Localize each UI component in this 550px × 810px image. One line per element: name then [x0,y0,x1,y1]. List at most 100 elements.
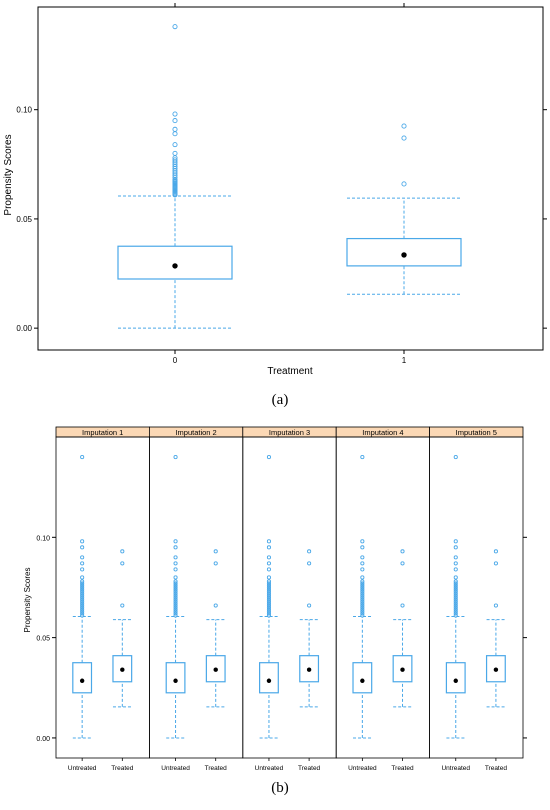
box-untreated-panel-1-outlier-point [80,591,85,596]
box-untreated-panel-4-outlier-point [360,555,365,560]
box-untreated-panel-4-outlier-point [360,455,365,460]
x-tick-label-b: Untreated [348,765,377,772]
box-treated-panel-5-outlier-point [493,603,498,608]
box-untreated-panel-5-median-dot [453,678,458,683]
box-untreated-panel-1-outlier-point [80,561,85,566]
box-untreated-panel-2-outlier-point [173,579,178,584]
box-untreated-panel-2-outlier-point [173,581,178,586]
y-tick-label-b: 0.05 [36,636,50,643]
box-untreated-panel-5-outlier-point [453,609,458,614]
box-untreated-panel-1-outlier-point [80,603,85,608]
box-untreated-panel-1-outlier-point [80,593,85,598]
box-untreated-panel-5-outlier-point [453,599,458,604]
x-axis-label-a: Treatment [267,366,312,377]
box-untreated-panel-1-outlier-point [80,595,85,600]
box-untreated-panel-1-outlier-point [80,583,85,588]
box-treated-panel-4-median-dot [400,667,405,672]
box-untreated-panel-5-outlier-point [453,593,458,598]
box-untreated-panel-3-outlier-point [266,567,272,572]
box-untreated-panel-5-outlier-point [453,601,458,606]
box-untreated-panel-5-outlier-point [453,539,458,544]
box-untreated-panel-4-outlier-point [360,581,365,586]
box-untreated-panel-3-outlier-point [266,609,272,614]
box-untreated-panel-1-outlier-point [80,567,85,572]
box-untreated-panel-1-outlier-point [80,609,85,614]
box-untreated-panel-2-outlier-point [173,589,178,594]
box-untreated-panel-4-outlier-point [360,567,365,572]
panel-title-5: Imputation 5 [456,428,497,437]
box-untreated-panel-1-outlier-point [80,539,85,544]
box-untreated-panel-5-outlier-point [453,567,458,572]
box-treated-panel-2-outlier-point [213,549,218,554]
box-untreated-panel-2-outlier-point [173,613,178,618]
x-tick-label-b: Untreated [255,765,284,772]
box-untreated-panel-4-outlier-point [360,603,365,608]
box-untreated-panel-2-outlier-point [173,593,178,598]
box-untreated-panel-1-outlier-point [80,455,85,460]
panel-title-4: Imputation 4 [362,428,403,437]
box-untreated-panel-1-outlier-point [80,545,85,550]
box-untreated-panel-4-outlier-point [360,595,365,600]
box-untreated-panel-5-outlier-point [453,579,458,584]
panel-title-1: Imputation 1 [82,428,123,437]
y-tick-label-b: 0.10 [36,535,50,542]
box-treated-panel-4-outlier-point [400,561,405,566]
box-untreated-panel-4-outlier-point [360,611,365,616]
panel-title-2: Imputation 2 [175,428,216,437]
chart-a: 0.00 0.05 0.10 0 1 Propensity Scores Treatme… [3,3,547,377]
box-untreated-panel-4-outlier-point [360,585,365,590]
box-untreated-panel-4-outlier-point [360,607,365,612]
box-untreated-panel-4-outlier-point [360,609,365,614]
box-untreated-panel-5-outlier-point [453,597,458,602]
box-untreated-panel-4-outlier-point [360,597,365,602]
panel-frame-5 [429,436,524,759]
box-untreated-panel-4-outlier-point [360,583,365,588]
box-untreated-panel-4-outlier-point [360,599,365,604]
caption-b: (b) [271,780,289,796]
box-untreated-panel-2-outlier-point [173,561,178,566]
box-untreated-panel-1-outlier-point [80,585,85,590]
box-untreated-panel-4-outlier-point [360,605,365,610]
panel-imputation-2: Imputation 2 Untreated Treated [148,426,244,772]
axis-ticks-a: 0.00 0.05 0.10 0 1 [16,3,547,365]
box-untreated-panel-5-outlier-point [453,561,458,566]
box-untreated-panel-5-outlier-point [453,613,458,618]
box-untreated-panel-4-outlier-point [360,575,365,580]
box-untreated-panel-3-outlier-point [266,597,272,602]
box-treated-panel-3-outlier-point [307,561,312,566]
box-untreated-panel-4-outlier-point [360,579,365,584]
panel-imputation-1: Imputation 1 Untreated Treated [55,426,150,772]
y-tick-label-a: 0.00 [16,324,32,333]
box-untreated-panel-3-outlier-point [266,591,272,596]
box-1-a-outlier-point [401,123,407,129]
box-untreated-panel-3-outlier-point [266,599,272,604]
box-0-a-outlier-point [172,142,178,148]
box-untreated-panel-2-outlier-point [173,587,178,592]
box-treated-panel-1-outlier-point [120,603,125,608]
box-untreated-panel-5-outlier-point [453,591,458,596]
box-treated-panel-2-outlier-point [213,603,218,608]
box-untreated-panel-3-outlier-point [266,561,272,566]
box-untreated-panel-5-outlier-point [453,607,458,612]
panel-frame-2 [148,436,244,759]
box-untreated-panel-1-outlier-point [80,611,85,616]
box-treated-panel-5-median-dot [493,667,499,672]
boxes-a [117,24,462,329]
box-untreated-panel-3-outlier-point [266,587,272,592]
box-treated-panel-5-outlier-point [493,549,498,554]
box-untreated-panel-3-outlier-point [266,607,272,612]
box-untreated-panel-3-outlier-point [266,585,272,590]
box-untreated-panel-3-outlier-point [266,455,272,460]
axis-ticks-b: 0.00 0.05 0.10 [36,535,527,743]
caption-a: (a) [272,392,289,408]
x-tick-label-b: Treated [111,765,134,772]
panel-imputation-5: Imputation 5 Untreated Treated [429,426,524,772]
x-tick-label-b: Untreated [441,765,470,772]
box-untreated-panel-1-outlier-point [80,605,85,610]
box-untreated-panel-1-outlier-point [80,613,85,618]
box-0-a-median-dot [172,263,178,269]
box-untreated-panel-2-outlier-point [173,583,178,588]
